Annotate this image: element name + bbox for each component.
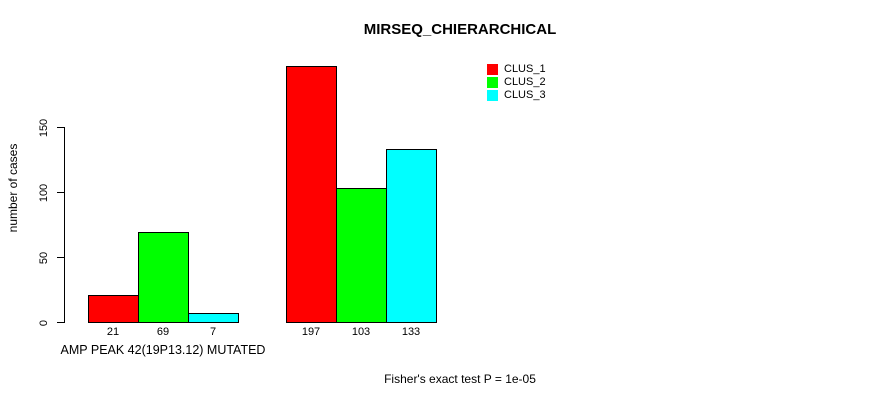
chart-title: MIRSEQ_CHIERARCHICAL bbox=[363, 21, 557, 38]
legend-swatch bbox=[487, 77, 498, 88]
legend-label: CLUS_2 bbox=[504, 76, 546, 88]
legend-swatch bbox=[487, 90, 498, 101]
bar-clus_1-group2 bbox=[286, 66, 337, 323]
y-axis-tick-label: 0 bbox=[38, 319, 50, 326]
y-axis-tick-label: 100 bbox=[38, 183, 50, 202]
y-axis-tick-label: 150 bbox=[38, 118, 50, 137]
legend: CLUS_1 CLUS_2 CLUS_3 bbox=[487, 63, 546, 102]
bar-value-label: 197 bbox=[301, 326, 321, 338]
bar-clus_2-group2 bbox=[336, 188, 387, 323]
bar-value-label: 103 bbox=[351, 326, 371, 338]
bar-clus_3-group1 bbox=[188, 313, 239, 323]
bar-clus_1-group1 bbox=[88, 295, 139, 323]
bar-clus_3-group2 bbox=[386, 149, 437, 323]
bar-value-label: 7 bbox=[209, 326, 217, 338]
legend-label: CLUS_1 bbox=[504, 63, 546, 75]
legend-item-clus_1: CLUS_1 bbox=[487, 63, 546, 76]
y-axis-tick bbox=[57, 257, 64, 258]
legend-item-clus_2: CLUS_2 bbox=[487, 76, 546, 89]
bar-clus_2-group1 bbox=[138, 232, 189, 323]
y-axis-line bbox=[64, 127, 65, 323]
legend-swatch bbox=[487, 64, 498, 75]
bar-value-label: 69 bbox=[156, 326, 170, 338]
y-axis-tick-label: 50 bbox=[38, 251, 50, 264]
legend-item-clus_3: CLUS_3 bbox=[487, 89, 546, 102]
legend-label: CLUS_3 bbox=[504, 89, 546, 101]
y-axis-tick bbox=[57, 127, 64, 128]
stat-annotation: Fisher's exact test P = 1e-05 bbox=[384, 372, 536, 386]
y-axis-tick bbox=[57, 192, 64, 193]
bar-value-label: 21 bbox=[106, 326, 120, 338]
y-axis-tick bbox=[57, 322, 64, 323]
bar-value-label: 133 bbox=[401, 326, 421, 338]
x-axis-group-label: AMP PEAK 42(19P13.12) MUTATED bbox=[60, 343, 266, 357]
